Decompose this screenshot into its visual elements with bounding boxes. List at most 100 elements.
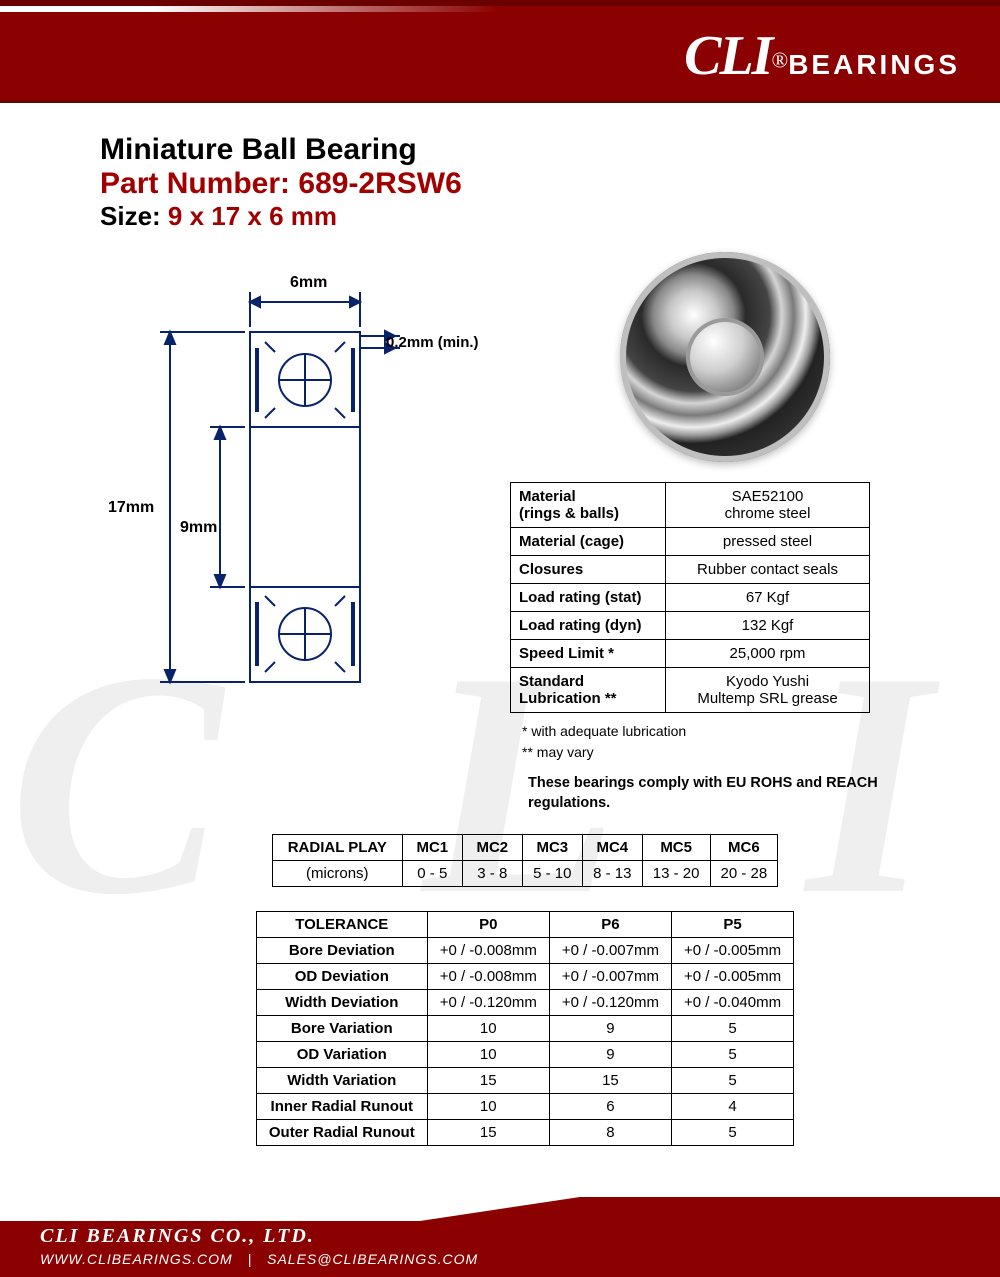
tolerance-value-cell: +0 / -0.120mm xyxy=(427,989,549,1015)
spec-table-body: Material(rings & balls)SAE52100chrome st… xyxy=(511,483,870,713)
brand-logo: CLI®BEARINGS xyxy=(684,24,960,88)
footer-separator: | xyxy=(248,1251,253,1267)
brand-logo-secondary: BEARINGS xyxy=(788,49,960,80)
tolerance-header-label: TOLERANCE xyxy=(256,911,427,937)
tolerance-value-cell: 8 xyxy=(549,1119,671,1145)
spec-row-label: Load rating (dyn) xyxy=(511,612,666,640)
tolerance-value-cell: 9 xyxy=(549,1041,671,1067)
spec-row-label: StandardLubrication ** xyxy=(511,668,666,713)
radial-play-body: RADIAL PLAYMC1MC2MC3MC4MC5MC6(microns)0 … xyxy=(272,834,777,886)
tolerance-row: Width Deviation+0 / -0.120mm+0 / -0.120m… xyxy=(256,989,793,1015)
spec-row: Speed Limit *25,000 rpm xyxy=(511,640,870,668)
radial-value-cell: 3 - 8 xyxy=(462,860,522,886)
tolerance-value-cell: 9 xyxy=(549,1015,671,1041)
tolerance-table: TOLERANCEP0P6P5Bore Deviation+0 / -0.008… xyxy=(256,911,794,1146)
radial-value-cell: 20 - 28 xyxy=(710,860,778,886)
spec-row: Load rating (stat)67 Kgf xyxy=(511,584,870,612)
spec-row: Material (cage)pressed steel xyxy=(511,528,870,556)
title-size: Size: 9 x 17 x 6 mm xyxy=(100,201,940,232)
radial-unit-label: (microns) xyxy=(272,860,402,886)
content-area: Miniature Ball Bearing Part Number: 689-… xyxy=(0,103,1000,814)
radial-col-header: MC6 xyxy=(710,834,778,860)
size-value: 9 x 17 x 6 mm xyxy=(168,201,337,231)
tolerance-value-cell: +0 / -0.007mm xyxy=(549,937,671,963)
tolerance-col-header: P6 xyxy=(549,911,671,937)
spec-row-value: 25,000 rpm xyxy=(666,640,870,668)
tolerance-value-cell: +0 / -0.008mm xyxy=(427,937,549,963)
radial-col-header: MC1 xyxy=(402,834,462,860)
diagram-column: 6mm 0.2mm (min.) 17mm 9mm xyxy=(100,252,480,737)
tolerance-value-cell: 6 xyxy=(549,1093,671,1119)
top-row: 6mm 0.2mm (min.) 17mm 9mm Material(rings… xyxy=(100,252,940,814)
spec-row-value: 132 Kgf xyxy=(666,612,870,640)
tolerance-row-label: OD Deviation xyxy=(256,963,427,989)
tolerance-row-label: Bore Deviation xyxy=(256,937,427,963)
tolerance-row-label: Width Deviation xyxy=(256,989,427,1015)
spec-row-label: Load rating (stat) xyxy=(511,584,666,612)
spec-row-value: pressed steel xyxy=(666,528,870,556)
spec-table: Material(rings & balls)SAE52100chrome st… xyxy=(510,482,870,713)
lower-tables: RADIAL PLAYMC1MC2MC3MC4MC5MC6(microns)0 … xyxy=(110,834,940,1146)
radial-value-cell: 13 - 20 xyxy=(642,860,710,886)
tolerance-value-cell: 10 xyxy=(427,1015,549,1041)
tolerance-value-cell: +0 / -0.005mm xyxy=(671,963,793,989)
spec-row-label: Material (cage) xyxy=(511,528,666,556)
spec-note-2: ** may vary xyxy=(522,742,940,763)
tolerance-value-cell: +0 / -0.040mm xyxy=(671,989,793,1015)
footer-email: SALES@CLIBEARINGS.COM xyxy=(267,1251,478,1267)
spec-row: Load rating (dyn)132 Kgf xyxy=(511,612,870,640)
title-product-type: Miniature Ball Bearing xyxy=(100,133,940,167)
size-label: Size: xyxy=(100,201,161,231)
brand-logo-primary: CLI xyxy=(684,25,771,87)
tolerance-col-header: P5 xyxy=(671,911,793,937)
tolerance-row-label: Inner Radial Runout xyxy=(256,1093,427,1119)
tolerance-row: OD Deviation+0 / -0.008mm+0 / -0.007mm+0… xyxy=(256,963,793,989)
tolerance-col-header: P0 xyxy=(427,911,549,937)
tolerance-body: TOLERANCEP0P6P5Bore Deviation+0 / -0.008… xyxy=(256,911,793,1145)
brand-logo-reg: ® xyxy=(771,48,788,73)
radial-col-header: MC3 xyxy=(522,834,582,860)
spec-compliance: These bearings comply with EU ROHS and R… xyxy=(528,773,940,814)
spec-row-value: SAE52100chrome steel xyxy=(666,483,870,528)
footer-company: CLI BEARINGS CO., LTD. xyxy=(40,1225,478,1248)
tolerance-header-row: TOLERANCEP0P6P5 xyxy=(256,911,793,937)
spec-row-label: Speed Limit * xyxy=(511,640,666,668)
radial-value-cell: 5 - 10 xyxy=(522,860,582,886)
tolerance-row: OD Variation1095 xyxy=(256,1041,793,1067)
bearing-cross-section-diagram: 6mm 0.2mm (min.) 17mm 9mm xyxy=(100,252,480,732)
bearing-photo xyxy=(620,252,830,462)
spec-row: Material(rings & balls)SAE52100chrome st… xyxy=(511,483,870,528)
header-banner: CLI®BEARINGS xyxy=(0,0,1000,100)
tolerance-value-cell: +0 / -0.008mm xyxy=(427,963,549,989)
spec-notes: * with adequate lubrication ** may vary xyxy=(522,721,940,763)
tolerance-row: Bore Variation1095 xyxy=(256,1015,793,1041)
tolerance-value-cell: +0 / -0.005mm xyxy=(671,937,793,963)
tolerance-value-cell: 15 xyxy=(427,1067,549,1093)
tolerance-value-cell: 10 xyxy=(427,1093,549,1119)
tolerance-value-cell: 15 xyxy=(427,1119,549,1145)
part-number-label: Part Number: xyxy=(100,167,290,200)
diagram-od-label: 17mm xyxy=(108,499,154,516)
tolerance-row: Bore Deviation+0 / -0.008mm+0 / -0.007mm… xyxy=(256,937,793,963)
tolerance-row: Width Variation15155 xyxy=(256,1067,793,1093)
tolerance-row-label: Bore Variation xyxy=(256,1015,427,1041)
title-block: Miniature Ball Bearing Part Number: 689-… xyxy=(100,133,940,232)
radial-value-cell: 0 - 5 xyxy=(402,860,462,886)
tolerance-row-label: Outer Radial Runout xyxy=(256,1119,427,1145)
tolerance-value-cell: 15 xyxy=(549,1067,671,1093)
tolerance-row: Outer Radial Runout1585 xyxy=(256,1119,793,1145)
radial-header-label: RADIAL PLAY xyxy=(272,834,402,860)
radial-col-header: MC4 xyxy=(582,834,642,860)
tolerance-row-label: OD Variation xyxy=(256,1041,427,1067)
part-number-value: 689-2RSW6 xyxy=(298,167,461,200)
footer-website: WWW.CLIBEARINGS.COM xyxy=(40,1251,233,1267)
tolerance-value-cell: 5 xyxy=(671,1041,793,1067)
radial-col-header: MC5 xyxy=(642,834,710,860)
spec-note-1: * with adequate lubrication xyxy=(522,721,940,742)
diagram-width-label: 6mm xyxy=(290,274,327,291)
tolerance-value-cell: 5 xyxy=(671,1067,793,1093)
diagram-chamfer-label: 0.2mm (min.) xyxy=(386,334,479,351)
spec-row-value: Kyodo YushiMultemp SRL grease xyxy=(666,668,870,713)
spec-row-value: 67 Kgf xyxy=(666,584,870,612)
spec-row: StandardLubrication **Kyodo YushiMultemp… xyxy=(511,668,870,713)
